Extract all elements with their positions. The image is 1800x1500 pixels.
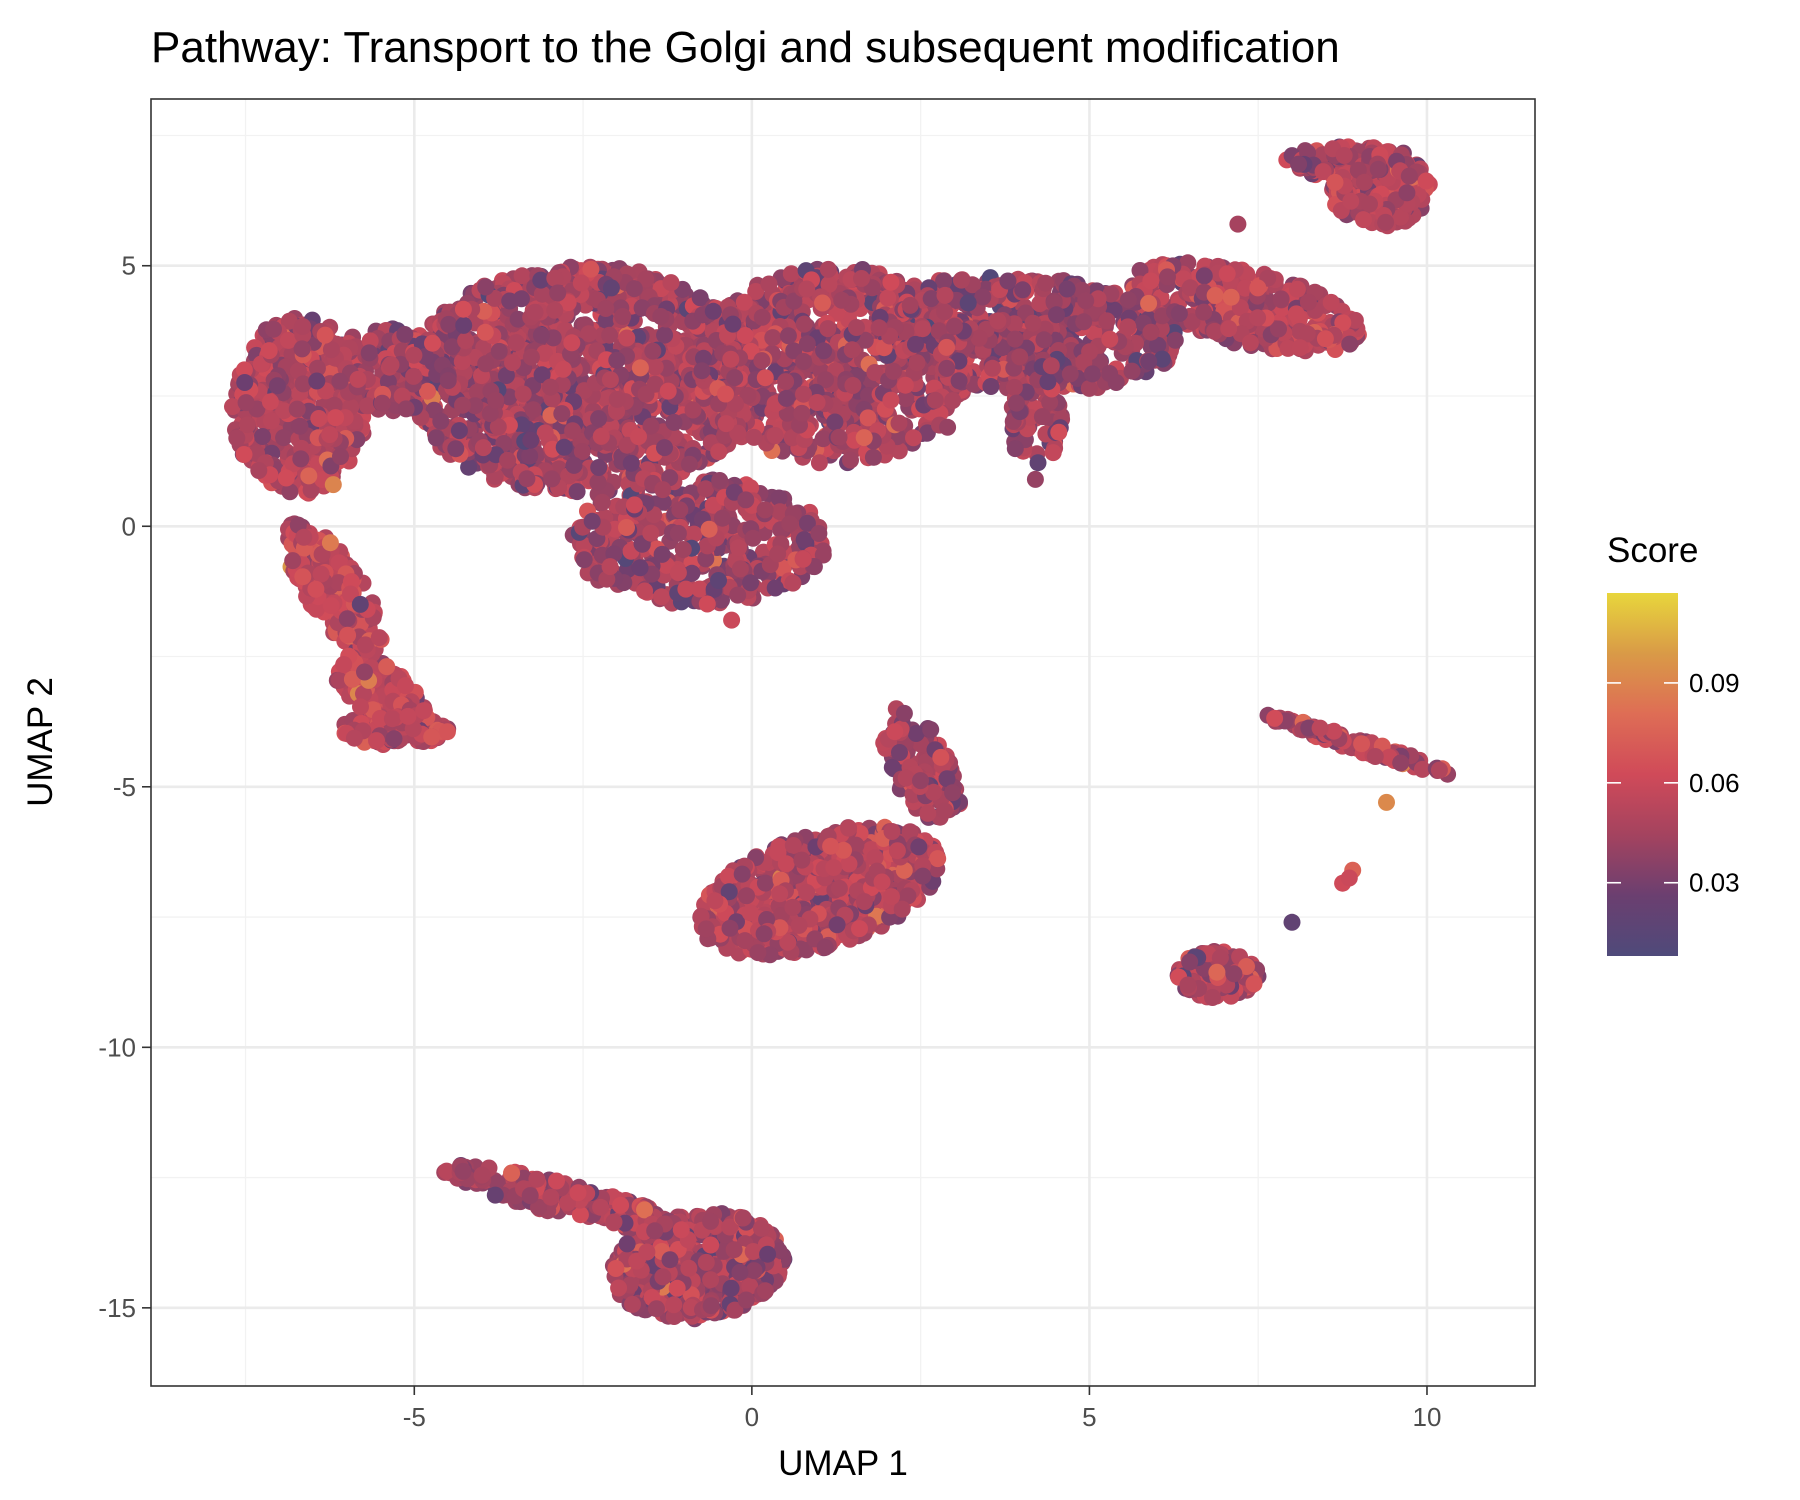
scatter-point [747, 283, 765, 300]
scatter-point [785, 342, 803, 360]
scatter-point [745, 428, 763, 446]
scatter-point [438, 1162, 456, 1180]
scatter-point [697, 550, 715, 568]
scatter-point [593, 493, 611, 511]
scatter-point [513, 416, 530, 434]
scatter-point [653, 588, 670, 606]
scatter-point [521, 447, 539, 465]
chart-title: Pathway: Transport to the Golgi and subs… [151, 23, 1340, 72]
scatter-point [281, 483, 299, 501]
scatter-point [1166, 331, 1184, 349]
scatter-point [460, 458, 478, 476]
scatter-point [571, 1206, 589, 1224]
scatter-point [691, 289, 709, 307]
scatter-point [697, 480, 715, 498]
scatter-point [1266, 709, 1284, 727]
scatter-point [1014, 281, 1032, 299]
scatter-point [280, 312, 298, 330]
scatter-point [1041, 393, 1059, 411]
scatter-point [935, 272, 953, 290]
scatter-point [654, 493, 672, 511]
scatter-point [637, 270, 655, 288]
scatter-point [1080, 379, 1098, 397]
scatter-point [1029, 454, 1047, 472]
scatter-point [691, 580, 709, 598]
scatter-points [224, 138, 1457, 1328]
scatter-point [254, 428, 271, 445]
scatter-point [774, 559, 792, 577]
scatter-point [683, 564, 701, 582]
scatter-point [810, 454, 828, 472]
